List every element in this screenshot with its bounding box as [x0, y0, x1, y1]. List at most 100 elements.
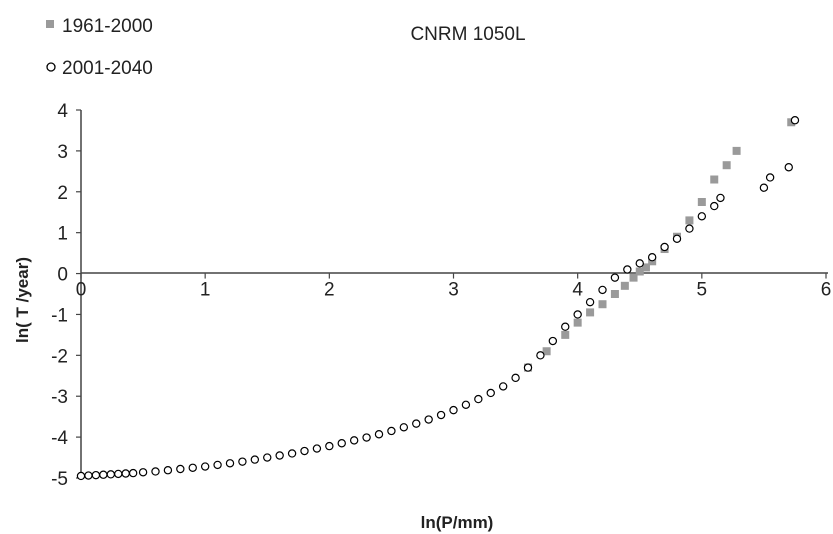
data-point-2001-2040: [349, 436, 359, 445]
data-point-2001-2040: [76, 471, 86, 481]
y-tick-label: 2: [57, 183, 68, 204]
data-point-2001-2040: [225, 459, 235, 468]
data-point-2001-2040: [660, 242, 669, 252]
data-point-2001-2040: [121, 469, 130, 478]
data-point-1961-2000: [629, 273, 638, 282]
data-point-2001-2040: [498, 382, 508, 391]
data-point-2001-2040: [474, 394, 483, 404]
data-point-2001-2040: [647, 253, 657, 262]
y-tick-label: -2: [51, 346, 68, 367]
data-point-1961-2000: [635, 267, 644, 276]
y-tick-label: -4: [51, 428, 68, 449]
data-point-2001-2040: [287, 449, 297, 458]
data-point-2001-2040: [176, 464, 185, 474]
data-point-1961-2000: [697, 198, 706, 206]
data-point-1961-2000: [620, 281, 629, 290]
data-point-2001-2040: [710, 201, 719, 211]
data-point-2001-2040: [213, 460, 222, 470]
y-tick-label: -5: [51, 469, 68, 490]
y-tick-label: 4: [57, 101, 68, 122]
y-tick-label: -1: [51, 305, 68, 326]
data-point-2001-2040: [312, 444, 322, 453]
data-point-1961-2000: [542, 347, 551, 356]
data-point-2001-2040: [114, 469, 123, 479]
data-point-2001-2040: [449, 405, 458, 415]
data-point-2001-2040: [685, 224, 694, 233]
data-point-2001-2040: [436, 410, 446, 420]
x-axis-label: ln(P/mm): [421, 513, 494, 532]
data-point-1961-2000: [685, 216, 694, 225]
y-tick-label: 1: [57, 224, 68, 245]
data-point-2001-2040: [337, 439, 346, 448]
x-tick-label: 5: [697, 280, 708, 301]
data-point-2001-2040: [275, 451, 284, 460]
data-point-2001-2040: [263, 453, 272, 462]
data-point-2001-2040: [163, 466, 173, 475]
data-point-2001-2040: [424, 415, 433, 424]
data-point-2001-2040: [188, 463, 197, 472]
data-point-2001-2040: [128, 468, 138, 478]
legend-marker-1961-2000: [46, 20, 54, 28]
data-point-1961-2000: [722, 161, 731, 170]
data-point-2001-2040: [151, 467, 160, 476]
data-point-1961-2000: [598, 300, 607, 309]
data-point-2001-2040: [387, 426, 396, 436]
data-point-1961-2000: [732, 146, 741, 155]
data-point-2001-2040: [412, 419, 421, 428]
data-point-2001-2040: [598, 285, 607, 295]
data-point-2001-2040: [84, 471, 93, 480]
data-point-2001-2040: [99, 470, 108, 479]
data-point-2001-2040: [106, 470, 116, 479]
legend-label-1961-2000: 1961-2000: [62, 16, 153, 37]
x-tick-label: 6: [821, 280, 832, 301]
data-point-2001-2040: [325, 441, 334, 451]
data-point-2001-2040: [536, 351, 545, 360]
data-point-2001-2040: [672, 234, 682, 243]
y-tick-label: 0: [57, 265, 68, 286]
data-point-2001-2040: [765, 173, 775, 182]
x-tick-label: 2: [324, 280, 335, 301]
x-tick-label: 1: [200, 280, 211, 301]
data-point-2001-2040: [362, 433, 371, 442]
data-point-2001-2040: [200, 462, 210, 471]
data-point-1961-2000: [787, 118, 796, 127]
data-point-2001-2040: [300, 446, 309, 456]
data-point-1961-2000: [586, 308, 595, 317]
data-point-2001-2040: [523, 363, 533, 372]
data-point-2001-2040: [374, 430, 384, 439]
y-tick-label: 3: [57, 142, 68, 163]
data-point-1961-2000: [561, 330, 570, 339]
legend-label-2001-2040: 2001-2040: [62, 58, 153, 79]
data-point-2001-2040: [790, 116, 800, 125]
x-tick-label: 4: [572, 280, 583, 301]
data-point-2001-2040: [784, 163, 793, 172]
y-axis-label: ln( T /year): [13, 257, 32, 343]
data-point-2001-2040: [610, 273, 620, 282]
y-ticks: 4 3 2 1 0 -1 -2 -3 -4 -5: [51, 101, 81, 490]
data-point-2001-2040: [250, 455, 260, 464]
x-tick-label: 0: [76, 280, 87, 301]
data-point-2001-2040: [511, 373, 520, 383]
data-point-1961-2000: [610, 290, 619, 298]
data-point-2001-2040: [461, 400, 471, 410]
x-tick-label: 3: [448, 280, 459, 301]
data-point-2001-2040: [486, 388, 495, 398]
data-point-2001-2040: [716, 193, 725, 203]
data-point-2001-2040: [399, 423, 409, 432]
data-point-2001-2040: [759, 183, 769, 192]
data-point-2001-2040: [697, 212, 707, 221]
data-point-2001-2040: [548, 336, 558, 346]
data-point-2001-2040: [238, 457, 247, 466]
y-tick-label: -3: [51, 387, 68, 408]
x-ticks: 0 1 2 3 4 5 6: [76, 273, 832, 301]
series-2001-2040: [76, 116, 800, 481]
data-point-2001-2040: [561, 322, 570, 331]
data-point-2001-2040: [91, 470, 101, 480]
data-point-1961-2000: [573, 318, 582, 327]
series-1961-2000: [524, 118, 796, 372]
legend: 1961-2000 2001-2040: [46, 16, 153, 79]
data-point-2001-2040: [573, 310, 582, 319]
chart-title: CNRM 1050L: [410, 24, 525, 45]
data-point-2001-2040: [585, 297, 595, 307]
